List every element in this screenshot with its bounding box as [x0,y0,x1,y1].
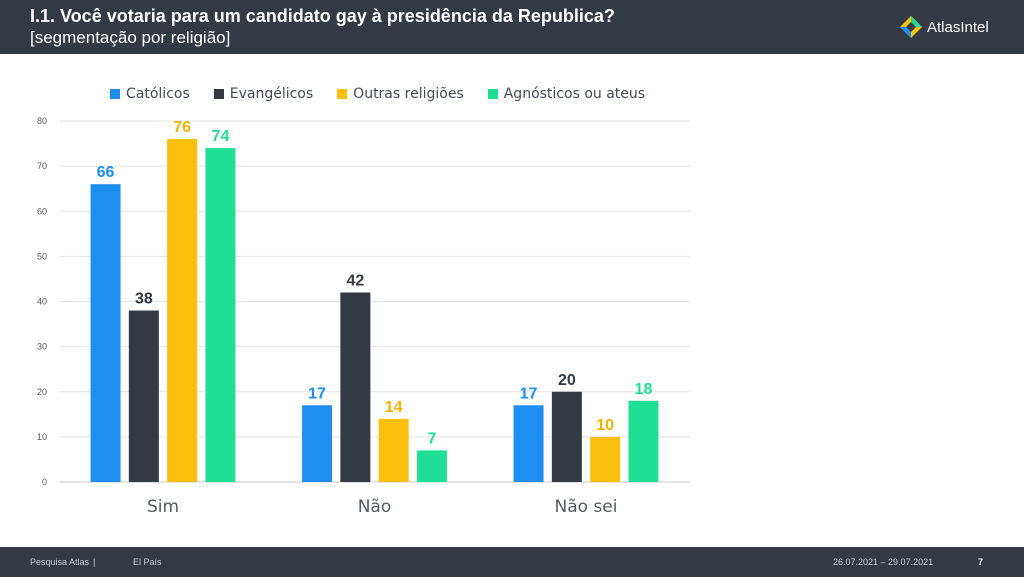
legend-item-evangelicos: Evangélicos [213,86,314,102]
bar [590,436,621,482]
brand-name: AtlasIntel [927,18,989,36]
data-label: 17 [520,385,538,402]
x-tick-label: Sim [147,497,179,517]
bar [340,292,371,482]
bar [551,391,582,482]
data-label: 10 [596,417,614,434]
bar [628,400,659,482]
page-subtitle: [segmentação por religião] [30,28,231,47]
legend-label: Agnósticos ou ateus [503,86,646,102]
bar [167,139,198,483]
legend-swatch [110,89,120,99]
y-tick-label: 80 [37,116,47,126]
bar [90,184,121,483]
chart-legend: Católicos Evangélicos Outras religiões A… [110,86,669,102]
y-tick-label: 30 [37,342,47,352]
data-label: 74 [212,128,230,145]
y-tick-label: 0 [42,477,47,487]
bar [302,405,333,482]
legend-item-catolicos: Católicos [110,86,190,102]
footer-source: Pesquisa Atlas [30,557,90,567]
data-label: 38 [135,291,153,308]
footer-separator: | [93,557,96,567]
legend-label: Outras religiões [353,86,464,102]
y-tick-label: 20 [37,387,47,397]
y-tick-label: 40 [37,297,47,307]
legend-swatch [213,89,224,99]
bar-chart: 0 10 20 30 40 50 60 70 80 66 38 76 74 Sim 17 42 14 7 Não 17… [37,116,690,517]
footer-date-range: 26.07.2021 – 29.07.2021 [833,557,934,567]
bar [416,450,447,482]
data-label: 7 [427,430,436,447]
data-label: 18 [635,381,653,398]
data-label: 20 [558,372,576,389]
brand-logo: AtlasIntel [900,14,989,40]
y-tick-label: 10 [37,432,47,442]
y-tick-label: 50 [37,251,47,261]
header-bar: I.1. Você votaria para um candidato gay … [0,0,1024,54]
bar [513,405,544,482]
bar [205,148,236,482]
bar [378,418,409,482]
legend-label: Católicos [126,86,190,102]
x-tick-label: Não [358,497,392,517]
data-label: 14 [385,399,403,416]
y-tick-label: 60 [37,206,47,216]
legend-swatch [487,89,498,99]
footer-bar: Pesquisa Atlas | El País 26.07.2021 – 29… [0,547,1024,577]
legend-item-outras: Outras religiões [337,86,464,102]
data-label: 66 [97,164,115,181]
footer-page-number: 7 [978,557,984,567]
legend-swatch [337,89,348,99]
y-tick-label: 70 [37,161,47,171]
data-label: 76 [173,119,191,136]
page-title: I.1. Você votaria para um candidato gay … [30,6,615,26]
footer-partner: El País [133,557,162,567]
x-tick-label: Não sei [555,497,618,517]
legend-item-agnosticos: Agnósticos ou ateus [487,86,646,102]
data-label: 17 [308,385,326,402]
legend-label: Evangélicos [229,86,314,102]
data-label: 42 [346,272,364,289]
bar [128,310,159,482]
atlas-diamond-icon [900,16,922,38]
